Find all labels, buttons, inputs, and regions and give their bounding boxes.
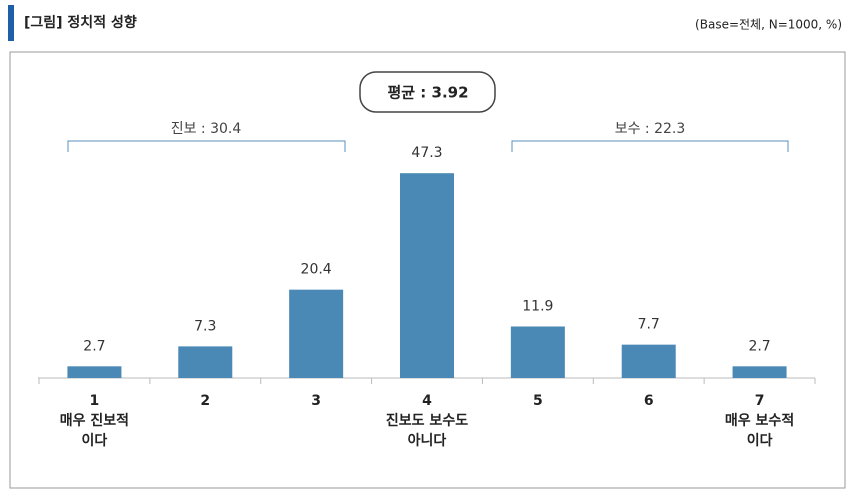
title-marker: [8, 5, 14, 41]
bar: [289, 289, 344, 378]
bar: [621, 344, 676, 378]
x-tick-label: 7: [755, 393, 765, 409]
bar: [67, 366, 122, 378]
mean-box: [359, 71, 496, 113]
group-bracket: [511, 140, 789, 152]
chart-title: [그림] 정치적 성향: [24, 14, 137, 31]
mean-label: 평균 : 3.92: [387, 84, 468, 102]
x-tick-label: 5: [533, 393, 543, 409]
chart-subtitle: (Base=전체, N=1000, %): [695, 18, 842, 32]
bar: [178, 346, 233, 378]
value-label: 20.4: [301, 262, 332, 278]
x-tick-description: 이다: [747, 432, 773, 449]
x-tick-description: 아니다: [408, 432, 447, 449]
group-label: 보수 : 22.3: [615, 121, 686, 137]
value-label: 7.3: [194, 318, 216, 334]
x-tick-label: 2: [200, 393, 210, 409]
x-tick-label: 4: [422, 393, 432, 409]
x-tick-label: 1: [90, 393, 100, 409]
x-tick-label: 6: [644, 393, 654, 409]
value-label: 2.7: [83, 338, 105, 354]
x-tick-description: 매우 진보적: [60, 412, 129, 429]
bar: [732, 366, 787, 378]
x-tick-description: 이다: [82, 432, 108, 449]
group-bracket: [67, 140, 346, 152]
group-label: 진보 : 30.4: [171, 121, 242, 137]
x-tick-description: 매우 보수적: [725, 412, 794, 429]
value-label: 47.3: [411, 145, 442, 161]
x-tick-description: 진보도 보수도: [386, 412, 468, 429]
bar: [510, 326, 565, 378]
x-tick-label: 3: [311, 393, 321, 409]
value-label: 7.7: [638, 317, 660, 333]
label-bg: [155, 118, 260, 138]
value-label: 2.7: [748, 338, 770, 354]
chart-frame: [9, 51, 846, 489]
bar: [400, 173, 454, 378]
label-bg: [598, 118, 703, 138]
value-label: 11.9: [522, 298, 553, 314]
